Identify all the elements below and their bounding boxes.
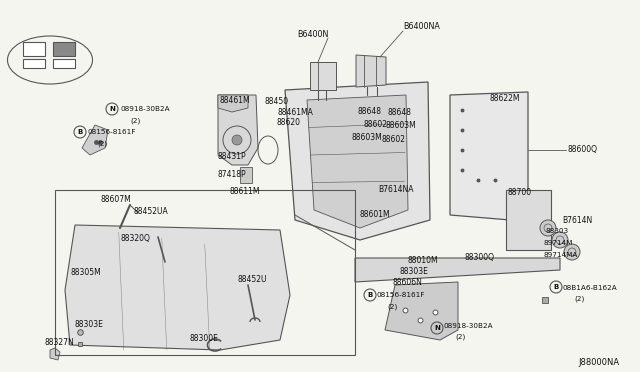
- Polygon shape: [218, 95, 258, 165]
- Text: 88461MA: 88461MA: [278, 108, 314, 117]
- Circle shape: [552, 232, 568, 248]
- Polygon shape: [310, 62, 336, 90]
- Text: B6400N: B6400N: [297, 30, 328, 39]
- Text: 88461M: 88461M: [220, 96, 251, 105]
- Text: 89714M: 89714M: [544, 240, 573, 246]
- Text: B: B: [554, 284, 559, 290]
- Bar: [23, 42, 45, 56]
- Bar: [240, 167, 252, 183]
- Circle shape: [232, 135, 242, 145]
- Text: B: B: [77, 129, 83, 135]
- Text: 88602: 88602: [364, 120, 388, 129]
- Polygon shape: [50, 348, 60, 360]
- Text: B7614NA: B7614NA: [378, 185, 413, 194]
- Text: J88000NA: J88000NA: [579, 358, 620, 367]
- Polygon shape: [450, 92, 528, 220]
- Bar: [506, 190, 551, 250]
- Polygon shape: [285, 82, 430, 240]
- Text: 88622M: 88622M: [490, 94, 520, 103]
- Text: 08B1A6-B162A: 08B1A6-B162A: [563, 285, 618, 291]
- Text: 88010M: 88010M: [408, 256, 438, 265]
- Text: 88601M: 88601M: [360, 210, 390, 219]
- Polygon shape: [82, 125, 108, 155]
- Text: B7614N: B7614N: [562, 216, 592, 225]
- Text: 89714MA: 89714MA: [544, 252, 579, 258]
- Text: 88303E: 88303E: [400, 267, 429, 276]
- Text: 88305M: 88305M: [70, 268, 100, 277]
- Polygon shape: [307, 95, 408, 228]
- Polygon shape: [218, 95, 248, 112]
- Text: (2): (2): [574, 296, 584, 302]
- Text: 88303: 88303: [546, 228, 569, 234]
- Text: 88452UA: 88452UA: [133, 207, 168, 216]
- Text: 08918-30B2A: 08918-30B2A: [120, 106, 170, 112]
- Text: 88450: 88450: [265, 97, 289, 106]
- Polygon shape: [355, 258, 560, 282]
- Text: (2): (2): [97, 140, 108, 147]
- Text: 88620: 88620: [277, 118, 301, 127]
- Bar: [53, 42, 75, 56]
- Circle shape: [540, 220, 556, 236]
- Text: 88606N: 88606N: [393, 278, 423, 287]
- Text: B: B: [367, 292, 372, 298]
- Text: 88452U: 88452U: [238, 275, 268, 284]
- Text: 88431P: 88431P: [218, 152, 246, 161]
- Text: 88320Q: 88320Q: [120, 234, 150, 243]
- Text: (2): (2): [130, 117, 140, 124]
- Bar: [55, 190, 355, 355]
- Text: 88607M: 88607M: [100, 195, 131, 204]
- Text: 88303E: 88303E: [74, 320, 103, 329]
- Text: 88300E: 88300E: [190, 334, 219, 343]
- Text: N: N: [109, 106, 115, 112]
- Text: 08156-8161F: 08156-8161F: [377, 292, 426, 298]
- Text: N: N: [434, 325, 440, 331]
- Bar: [53, 59, 75, 68]
- Text: 88327N: 88327N: [44, 338, 74, 347]
- Text: 88300Q: 88300Q: [465, 253, 495, 262]
- Text: 88648: 88648: [358, 107, 382, 116]
- Text: 88602: 88602: [382, 135, 406, 144]
- Text: 88648: 88648: [388, 108, 412, 117]
- Text: 88600Q: 88600Q: [568, 145, 598, 154]
- Text: 08918-30B2A: 08918-30B2A: [444, 323, 493, 329]
- Text: 88700: 88700: [508, 188, 532, 197]
- Polygon shape: [385, 282, 458, 340]
- Bar: [23, 59, 45, 68]
- Text: 88603M: 88603M: [386, 121, 417, 130]
- Text: (2): (2): [387, 303, 397, 310]
- Text: 88603M: 88603M: [352, 133, 383, 142]
- Text: B6400NA: B6400NA: [403, 22, 440, 31]
- Polygon shape: [356, 55, 386, 87]
- Circle shape: [564, 244, 580, 260]
- Text: 87418P: 87418P: [218, 170, 246, 179]
- Text: 08156-8161F: 08156-8161F: [87, 129, 136, 135]
- Text: 88611M: 88611M: [230, 187, 260, 196]
- Text: (2): (2): [455, 334, 465, 340]
- Polygon shape: [65, 225, 290, 350]
